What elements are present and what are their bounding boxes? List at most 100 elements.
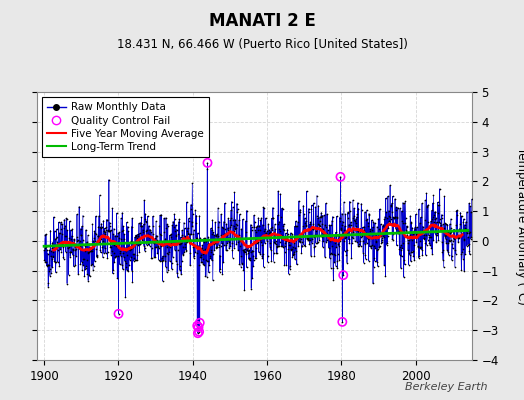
Point <box>66 249 74 255</box>
Point <box>118 228 126 234</box>
Point <box>437 227 445 234</box>
Point <box>439 257 447 263</box>
Point <box>270 239 278 246</box>
Point <box>390 220 398 227</box>
Point <box>166 258 174 264</box>
Point <box>254 215 263 221</box>
Point <box>195 320 204 326</box>
Point <box>124 223 132 230</box>
Point <box>221 232 230 238</box>
Point <box>341 211 350 217</box>
Point <box>288 254 297 260</box>
Point <box>160 229 169 236</box>
Point <box>228 254 237 261</box>
Point <box>115 235 123 241</box>
Point <box>162 269 171 275</box>
Point <box>68 233 76 239</box>
Point <box>463 209 471 215</box>
Point <box>266 229 275 235</box>
Point <box>287 246 296 252</box>
Point <box>147 229 155 235</box>
Point <box>412 211 420 218</box>
Point <box>248 248 257 254</box>
Point <box>434 236 443 243</box>
Point <box>88 246 96 252</box>
Point <box>236 243 245 249</box>
Point <box>337 222 346 228</box>
Point <box>355 240 364 247</box>
Point <box>419 223 427 230</box>
Point <box>293 234 301 240</box>
Point <box>52 234 61 241</box>
Point <box>284 237 292 243</box>
Point <box>112 253 121 260</box>
Point <box>165 241 173 247</box>
Point <box>82 263 91 270</box>
Point <box>320 212 328 218</box>
Point <box>339 218 347 225</box>
Point <box>308 202 316 208</box>
Point <box>40 257 49 264</box>
Point <box>306 237 314 244</box>
Point <box>80 246 88 252</box>
Point <box>302 218 310 224</box>
Point <box>159 256 167 263</box>
Point <box>213 243 222 250</box>
Point <box>186 262 194 269</box>
Point <box>323 237 332 244</box>
Point <box>268 227 277 233</box>
Point <box>136 241 144 248</box>
Point <box>323 231 331 237</box>
Point <box>99 218 107 224</box>
Point <box>282 233 291 239</box>
Point <box>367 243 375 249</box>
Point <box>162 214 170 221</box>
Point <box>347 254 355 261</box>
Point <box>266 240 274 247</box>
Point <box>198 245 206 251</box>
Point <box>88 261 96 268</box>
Point <box>441 220 449 226</box>
Point <box>45 268 53 274</box>
Point <box>425 234 433 240</box>
Point <box>59 256 68 262</box>
Point <box>119 254 128 260</box>
Point <box>460 236 468 242</box>
Point <box>285 242 293 248</box>
Point <box>48 264 57 270</box>
Point <box>138 237 147 244</box>
Point <box>431 209 440 215</box>
Point <box>110 225 118 232</box>
Point <box>220 226 228 232</box>
Point <box>43 262 52 268</box>
Point <box>355 238 364 244</box>
Point <box>361 252 369 258</box>
Point <box>265 230 273 236</box>
Point <box>436 222 445 228</box>
Point <box>267 258 276 264</box>
Point <box>124 268 133 274</box>
Point <box>378 223 387 229</box>
Point <box>96 246 104 253</box>
Point <box>333 213 341 220</box>
Point <box>460 216 468 222</box>
Point <box>78 267 86 274</box>
Point <box>397 242 406 248</box>
Point <box>307 226 315 232</box>
Point <box>273 244 281 250</box>
Point <box>91 230 100 237</box>
Y-axis label: Temperature Anomaly (°C): Temperature Anomaly (°C) <box>516 147 524 305</box>
Point <box>289 249 298 255</box>
Point <box>401 215 410 221</box>
Point <box>458 249 466 255</box>
Point <box>65 244 73 250</box>
Point <box>281 230 290 236</box>
Point <box>135 248 144 255</box>
Point <box>292 236 300 243</box>
Point <box>168 237 177 244</box>
Point <box>417 244 425 250</box>
Point <box>74 240 83 247</box>
Point <box>143 227 151 233</box>
Point <box>271 240 279 246</box>
Point <box>278 206 287 212</box>
